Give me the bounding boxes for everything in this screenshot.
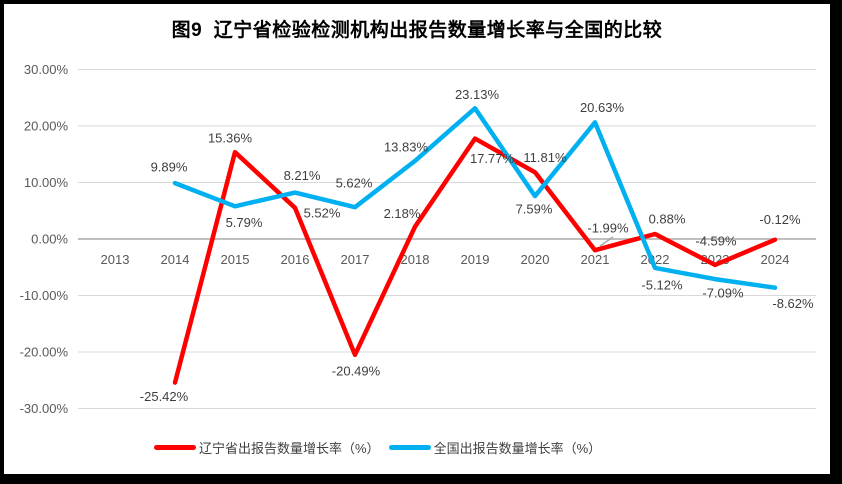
liaoning-series-line (172, 136, 778, 385)
legend-item-liaoning: 辽宁省出报告数量增长率（%） (154, 438, 380, 457)
national-data-label-2021: 20.63% (580, 100, 625, 115)
national-data-label-2020: 7.59% (516, 202, 553, 217)
liaoning-data-label-2014: -25.42% (140, 389, 189, 404)
x-axis-tick-label: 2021 (581, 252, 610, 267)
y-axis-tick-label: 0.00% (31, 232, 68, 247)
liaoning-data-label-2023: -4.59% (695, 233, 737, 248)
y-axis-tick-label: -20.00% (20, 345, 69, 360)
liaoning-data-label-2024: -0.12% (759, 212, 801, 227)
label-leader-line (599, 236, 614, 247)
x-axis-tick-label: 2013 (101, 252, 130, 267)
x-axis-tick-label: 2016 (281, 252, 310, 267)
liaoning-data-label-2015: 15.36% (208, 131, 253, 146)
national-series-swatch (388, 445, 431, 450)
national-data-label-2018: 13.83% (384, 139, 429, 154)
x-axis-tick-label: 2020 (521, 252, 550, 267)
national-data-label-2019: 23.13% (455, 87, 500, 102)
liaoning-series-swatch (154, 445, 196, 450)
liaoning-data-label-2017: -20.49% (332, 363, 381, 378)
x-axis-tick-label: 2014 (161, 252, 190, 267)
national-data-label-2014: 9.89% (151, 160, 188, 175)
y-axis-tick-label: 10.00% (24, 175, 69, 190)
national-data-label-2017: 5.62% (336, 176, 373, 191)
x-axis-tick-label: 2017 (341, 252, 370, 267)
national-data-label-2016: 8.21% (284, 168, 321, 183)
chart-legend: 辽宁省出报告数量增长率（%） 全国出报告数量增长率（%） (154, 438, 601, 457)
y-axis-tick-label: 20.00% (24, 119, 69, 134)
y-axis-tick-label: 30.00% (24, 62, 69, 77)
legend-item-national: 全国出报告数量增长率（%） (388, 438, 602, 457)
liaoning-data-label-2020: 11.81% (523, 150, 567, 165)
chart-canvas: 30.00% 20.00% 10.00% 0.00% -10.00% -20.00% -30… (4, 4, 830, 474)
x-axis-tick-label: 2018 (401, 252, 430, 267)
x-axis-tick-label: 2015 (221, 252, 250, 267)
liaoning-data-label-2016: 5.52% (304, 205, 341, 220)
legend-label-national: 全国出报告数量增长率（%） (433, 441, 602, 456)
national-data-label-2015: 5.79% (226, 215, 263, 230)
chart-title: 图9 辽宁省检验检测机构出报告数量增长率与全国的比较 (171, 20, 663, 41)
x-axis-tick-label: 2019 (461, 252, 490, 267)
national-data-label-2024: -8.62% (772, 296, 814, 311)
national-data-label-2023: -7.09% (702, 286, 744, 301)
national-data-label-2022: -5.12% (641, 277, 683, 292)
liaoning-data-label-2019: 17.77% (470, 151, 515, 166)
growth-rate-line-chart: 30.00% 20.00% 10.00% 0.00% -10.00% -20.00% -30… (20, 62, 816, 416)
y-axis-tick-label: -30.00% (20, 401, 69, 416)
national-series-line (172, 106, 778, 290)
legend-label-liaoning: 辽宁省出报告数量增长率（%） (199, 441, 380, 456)
x-axis-tick-label: 2024 (761, 252, 790, 267)
y-axis-tick-label: -10.00% (20, 288, 69, 303)
liaoning-data-label-2018: 2.18% (384, 206, 421, 221)
liaoning-data-label-2021: -1.99% (587, 221, 629, 236)
liaoning-data-label-2022: 0.88% (649, 212, 686, 227)
